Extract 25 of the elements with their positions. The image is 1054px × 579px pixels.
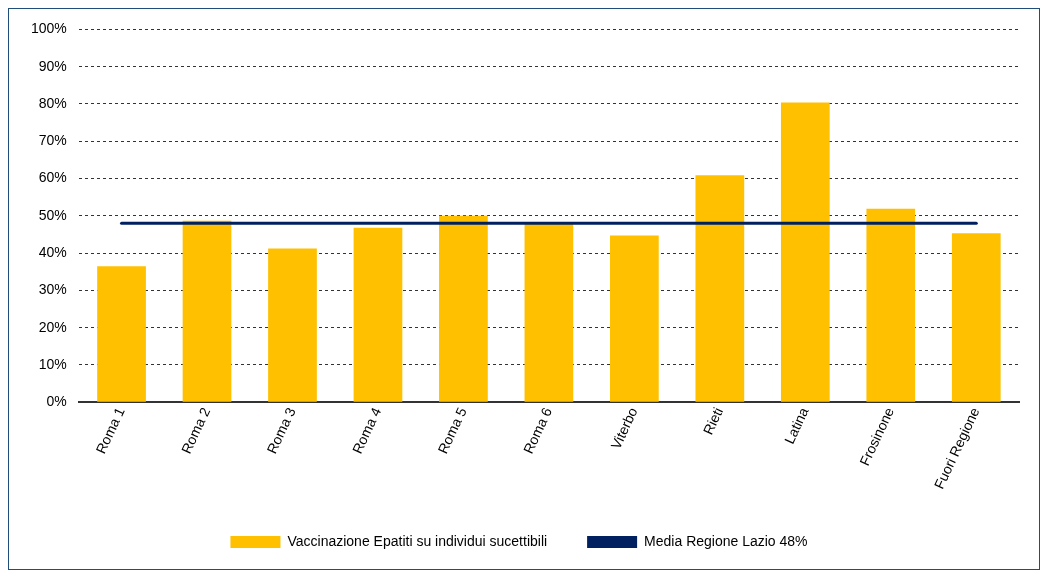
y-tick-label: 40% <box>38 243 67 260</box>
y-tick-label: 20% <box>38 318 67 335</box>
y-tick-label: 70% <box>38 132 67 149</box>
y-tick-label: 0% <box>46 393 67 410</box>
bar <box>695 175 745 402</box>
legend-label: Media Regione Lazio 48% <box>644 532 808 549</box>
bar <box>353 227 403 402</box>
x-tick-label: Rieti <box>699 404 727 438</box>
bar <box>97 266 146 402</box>
bar <box>182 220 232 402</box>
y-tick-label: 90% <box>38 57 67 74</box>
bar <box>439 215 488 402</box>
bar <box>268 248 317 402</box>
y-tick-label: 80% <box>38 94 67 111</box>
y-tick-label: 30% <box>38 281 67 298</box>
y-tick-label: 100% <box>30 20 67 37</box>
y-tick-label: 10% <box>38 355 67 372</box>
bar <box>780 102 830 402</box>
legend-label: Vaccinazione Epatiti su individui sucettibili <box>287 532 548 549</box>
y-tick-label: 50% <box>38 206 67 223</box>
bar <box>524 223 574 402</box>
y-tick-label: 60% <box>38 169 67 186</box>
bar <box>610 235 659 402</box>
bar <box>866 208 916 402</box>
bar <box>951 233 1001 402</box>
